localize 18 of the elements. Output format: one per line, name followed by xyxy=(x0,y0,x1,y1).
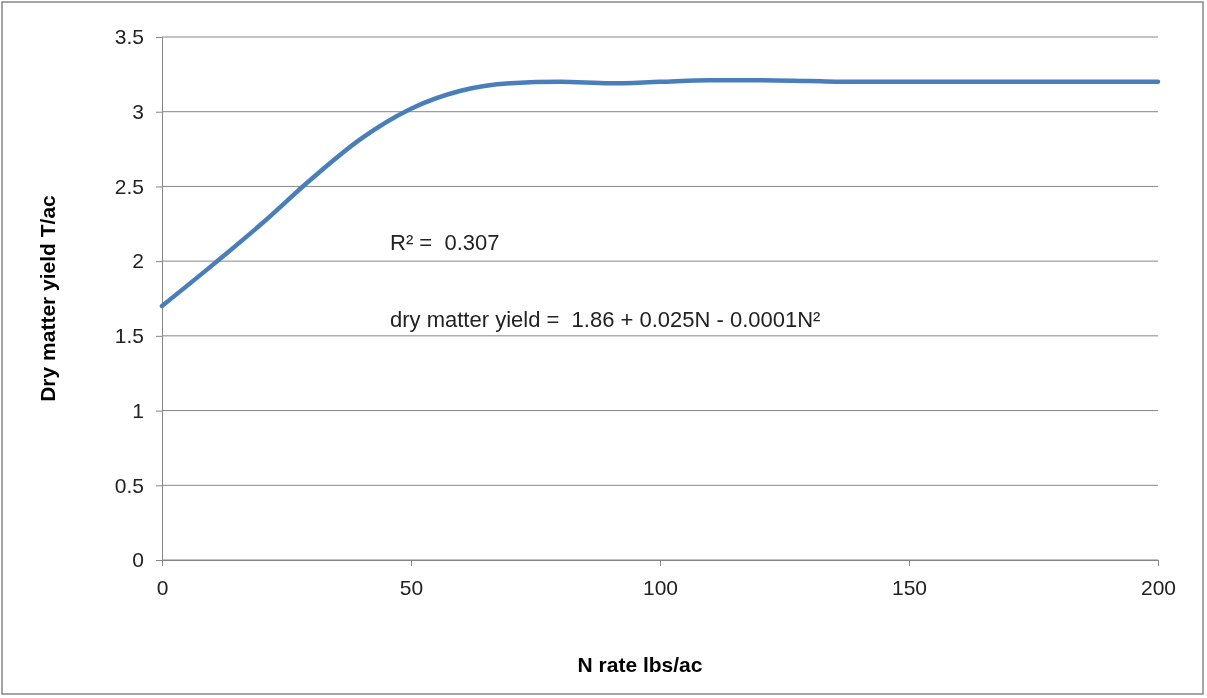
x-tick-label: 0 xyxy=(156,575,169,599)
line-series xyxy=(159,78,1161,309)
x-axis-title: N rate lbs/ac xyxy=(577,653,703,676)
y-tick-label: 0.5 xyxy=(114,473,144,497)
y-tick-label: 3.5 xyxy=(114,25,144,49)
y-tick-label: 2.5 xyxy=(114,174,144,198)
x-tick-label: 150 xyxy=(891,575,928,599)
annotation: dry matter yield = 1.86 + 0.025N - 0.0001N² xyxy=(390,307,821,332)
y-tick-label: 2 xyxy=(132,249,144,273)
y-tick-label: 0 xyxy=(132,548,144,572)
y-tick-label: 3 xyxy=(132,99,144,123)
x-tick-label: 200 xyxy=(1140,575,1177,599)
annotation: R² = 0.307 xyxy=(390,230,500,255)
y-tick-label: 1 xyxy=(132,398,144,422)
y-tick-label: 1.5 xyxy=(114,324,144,348)
y-axis-title: Dry matter yield T/ac xyxy=(36,194,59,402)
x-tick-label: 100 xyxy=(642,575,679,599)
x-tick-label: 50 xyxy=(399,575,424,599)
